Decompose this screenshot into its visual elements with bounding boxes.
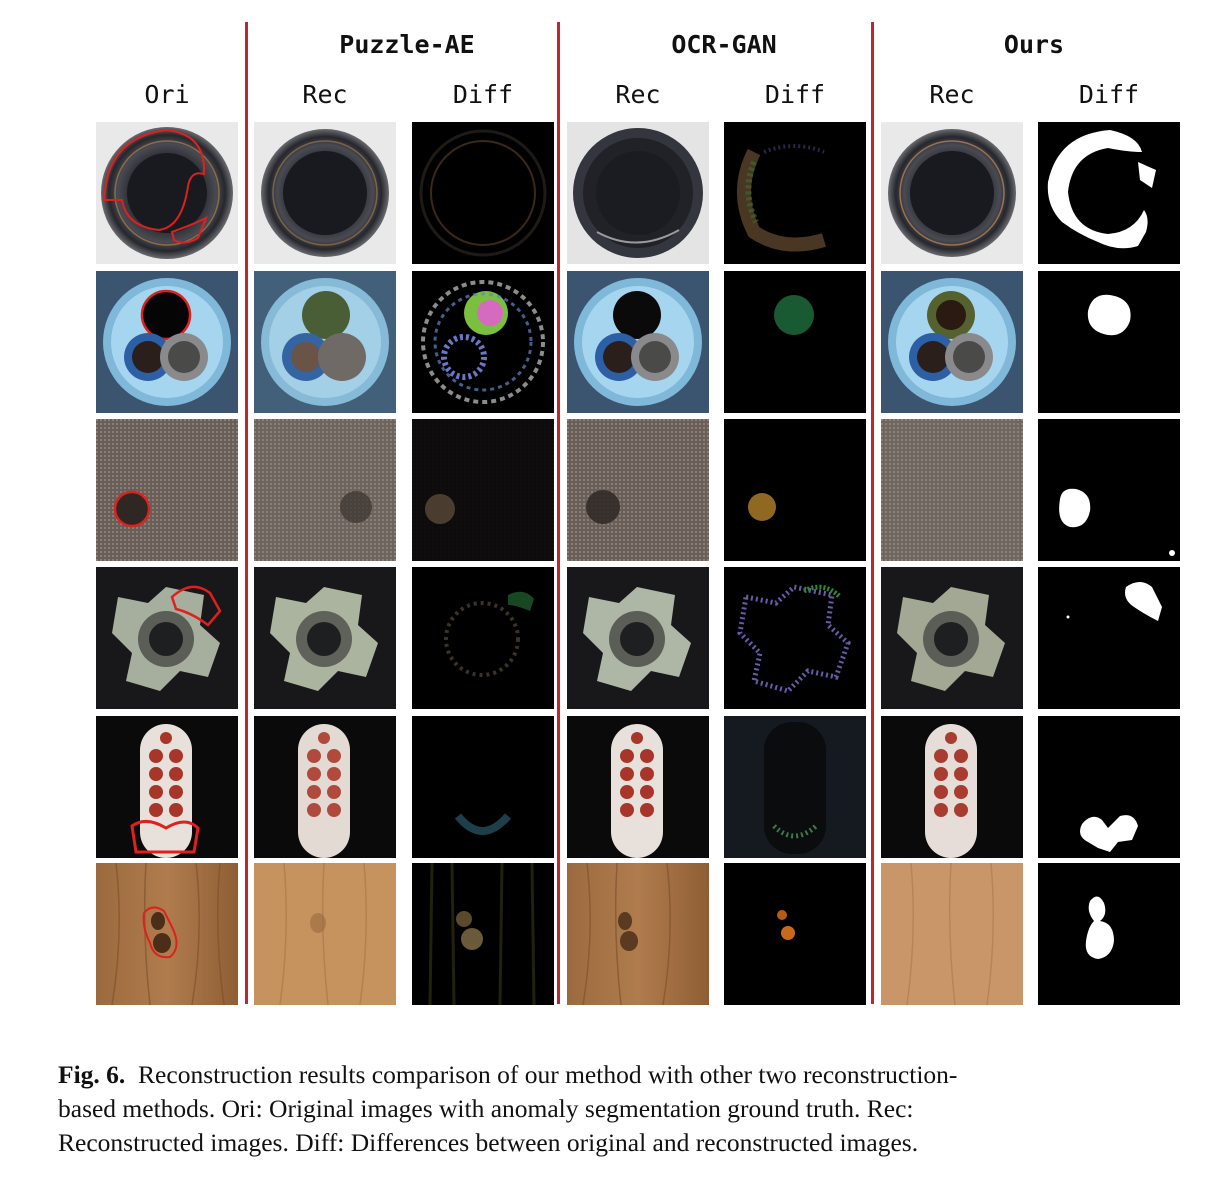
caption-line-3: Reconstructed images. Diff: Differences … xyxy=(58,1128,919,1157)
image-toothbrush-puzzle-ae-diff xyxy=(412,716,554,858)
image-bottle-puzzle-ae-rec xyxy=(254,122,396,264)
column-header-diff: Diff xyxy=(764,80,826,109)
image-bottle-ocr-gan-rec xyxy=(567,122,709,264)
image-bottle-ours-diff xyxy=(1038,122,1180,264)
figure-label: Fig. 6. xyxy=(58,1060,126,1089)
image-cable-puzzle-ae-diff xyxy=(412,271,554,413)
image-carpet-ocr-gan-diff xyxy=(724,419,866,561)
column-header-diff: Diff xyxy=(452,80,514,109)
image-wood-ours-diff xyxy=(1038,863,1180,1005)
image-carpet-original xyxy=(96,419,238,561)
image-carpet-ours-diff xyxy=(1038,419,1180,561)
image-cable-ocr-gan-diff xyxy=(724,271,866,413)
image-metal-nut-puzzle-ae-diff xyxy=(412,567,554,709)
image-metal-nut-ours-diff xyxy=(1038,567,1180,709)
image-wood-original xyxy=(96,863,238,1005)
image-wood-ocr-gan-diff xyxy=(724,863,866,1005)
image-metal-nut-ocr-gan-diff xyxy=(724,567,866,709)
image-metal-nut-ocr-gan-rec xyxy=(567,567,709,709)
image-metal-nut-original xyxy=(96,567,238,709)
image-metal-nut-puzzle-ae-rec xyxy=(254,567,396,709)
column-header-rec: Rec xyxy=(929,80,975,109)
image-cable-ours-rec xyxy=(881,271,1023,413)
figure-caption: Fig. 6. Reconstruction results compariso… xyxy=(58,1058,1216,1160)
group-header-puzzle-ae: Puzzle-AE xyxy=(339,30,475,59)
image-toothbrush-ocr-gan-diff xyxy=(724,716,866,858)
image-bottle-ours-rec xyxy=(881,122,1023,264)
image-carpet-puzzle-ae-rec xyxy=(254,419,396,561)
group-header-ocr-gan: OCR-GAN xyxy=(671,30,777,59)
column-header-rec: Rec xyxy=(302,80,348,109)
image-cable-puzzle-ae-rec xyxy=(254,271,396,413)
image-toothbrush-ocr-gan-rec xyxy=(567,716,709,858)
image-cable-ours-diff xyxy=(1038,271,1180,413)
group-divider xyxy=(557,22,560,1004)
image-bottle-puzzle-ae-diff xyxy=(412,122,554,264)
image-toothbrush-ours-diff xyxy=(1038,716,1180,858)
image-cable-original xyxy=(96,271,238,413)
caption-line-1: Reconstruction results comparison of our… xyxy=(138,1060,958,1089)
image-toothbrush-original xyxy=(96,716,238,858)
image-wood-puzzle-ae-rec xyxy=(254,863,396,1005)
image-wood-puzzle-ae-diff xyxy=(412,863,554,1005)
image-carpet-ocr-gan-rec xyxy=(567,419,709,561)
image-bottle-ocr-gan-diff xyxy=(724,122,866,264)
group-header-ours: Ours xyxy=(1003,30,1065,59)
column-header-rec: Rec xyxy=(615,80,661,109)
image-cable-ocr-gan-rec xyxy=(567,271,709,413)
column-header-diff: Diff xyxy=(1078,80,1140,109)
image-bottle-original xyxy=(96,122,238,264)
group-divider xyxy=(871,22,874,1004)
image-toothbrush-puzzle-ae-rec xyxy=(254,716,396,858)
caption-line-2: based methods. Ori: Original images with… xyxy=(58,1094,914,1123)
image-wood-ocr-gan-rec xyxy=(567,863,709,1005)
image-carpet-puzzle-ae-diff xyxy=(412,419,554,561)
image-carpet-ours-rec xyxy=(881,419,1023,561)
group-divider xyxy=(245,22,248,1004)
column-header-ori: Ori xyxy=(144,80,190,109)
image-metal-nut-ours-rec xyxy=(881,567,1023,709)
image-wood-ours-rec xyxy=(881,863,1023,1005)
image-toothbrush-ours-rec xyxy=(881,716,1023,858)
